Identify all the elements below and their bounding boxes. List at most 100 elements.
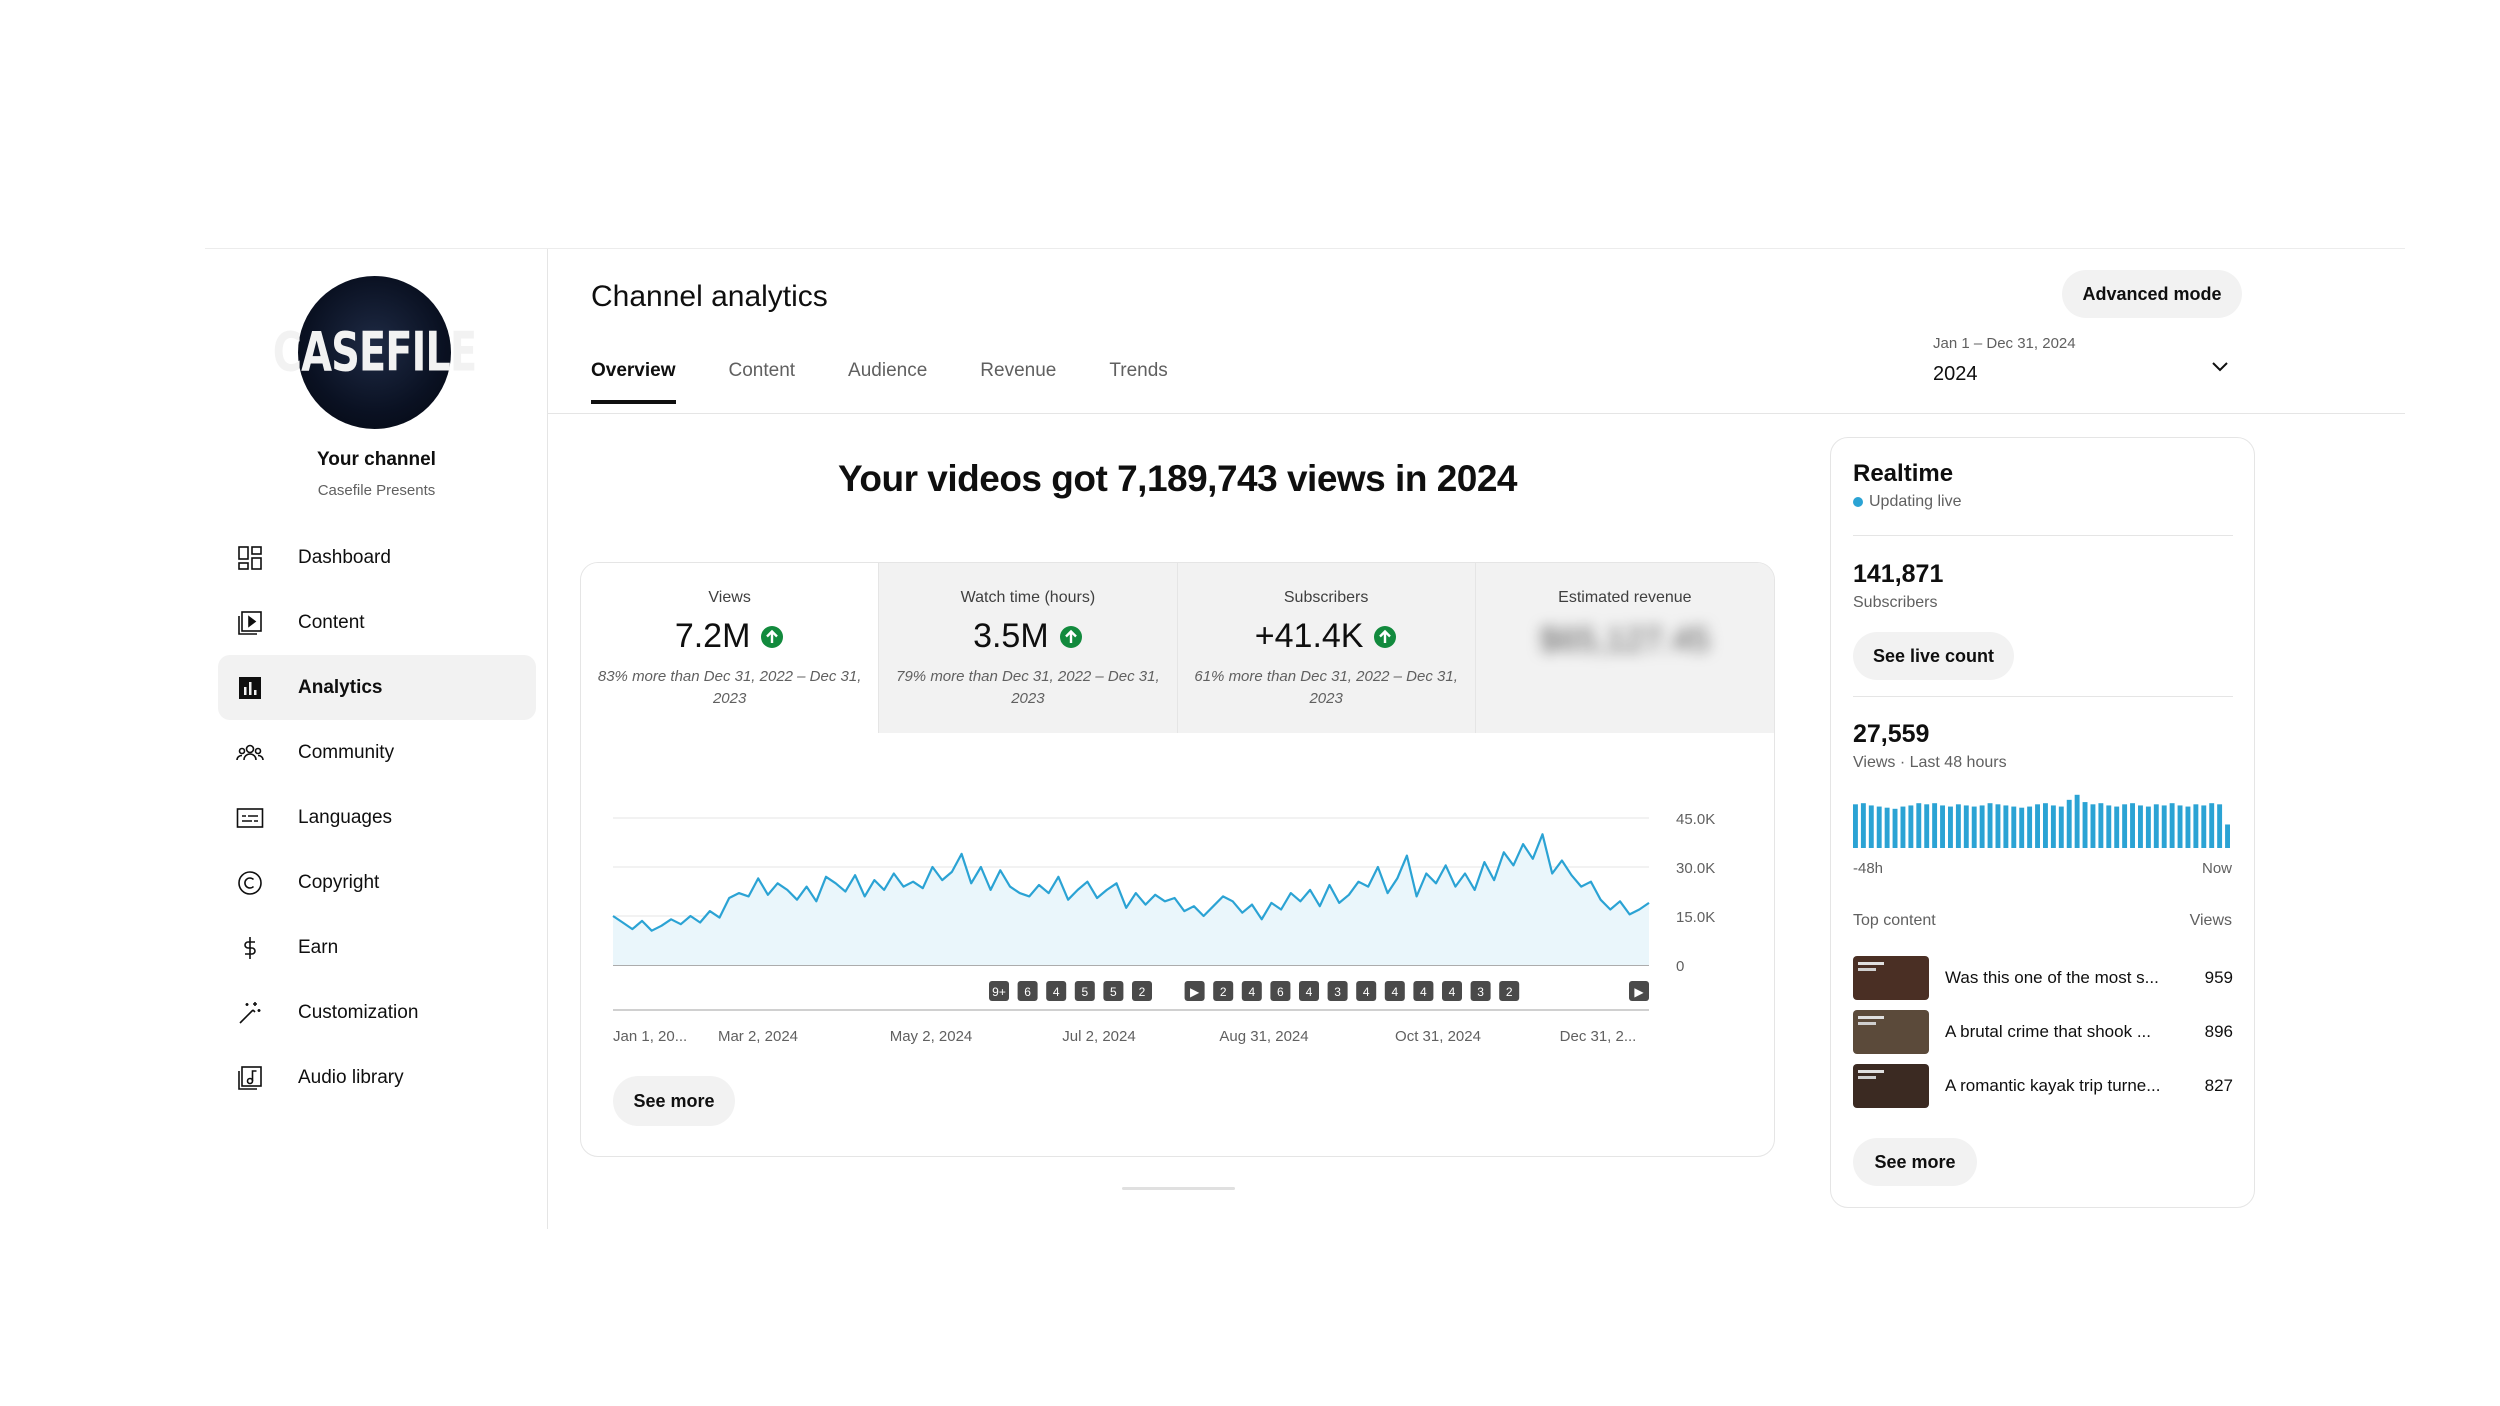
realtime-bar xyxy=(2161,805,2167,848)
x-tick-label: Jul 2, 2024 xyxy=(1062,1028,1135,1045)
video-marker[interactable]: 4 xyxy=(1384,981,1405,1001)
chevron-down-icon[interactable] xyxy=(2205,352,2235,382)
date-range-value[interactable]: 2024 xyxy=(1933,363,1978,385)
top-content-item[interactable]: Was this one of the most s... 959 xyxy=(1853,956,2233,1000)
sidebar-item-dashboard[interactable]: Dashboard xyxy=(218,525,536,590)
arrow-up-icon xyxy=(1059,625,1082,648)
marker-badge xyxy=(989,981,1009,1001)
realtime-axis-end: Now xyxy=(2201,860,2232,877)
y-tick-label: 15.0K xyxy=(1676,909,1715,926)
video-thumbnail xyxy=(1853,1010,1929,1054)
realtime-bar xyxy=(2082,802,2088,848)
realtime-bar xyxy=(2066,799,2072,848)
channel-avatar[interactable]: CASEFILE xyxy=(273,276,477,429)
video-marker[interactable]: 2 xyxy=(1213,981,1234,1001)
sidebar-item-community[interactable]: Community xyxy=(218,720,536,785)
metric-subscribers[interactable]: Subscribers +41.4K 61% more than Dec 31,… xyxy=(1177,563,1476,733)
sidebar-item-copyright[interactable]: Copyright xyxy=(218,850,536,915)
marker-badge xyxy=(1103,981,1124,1001)
realtime-bar xyxy=(2177,805,2183,848)
marker-badge xyxy=(1132,981,1152,1001)
video-marker[interactable]: ▶ xyxy=(1629,981,1649,1001)
marker-label: 4 xyxy=(1306,985,1313,999)
video-marker[interactable]: 3 xyxy=(1470,981,1491,1001)
series-line-views xyxy=(612,833,1650,932)
sidebar-item-label: Community xyxy=(298,741,395,763)
live-status-text: Updating live xyxy=(1869,493,1962,510)
sidebar-item-languages[interactable]: Languages xyxy=(218,785,536,850)
marker-badge xyxy=(1241,981,1262,1001)
x-tick-label: May 2, 2024 xyxy=(890,1028,973,1045)
video-marker[interactable]: 4 xyxy=(1241,981,1262,1001)
metric-watch-time[interactable]: Watch time (hours) 3.5M 79% more than De… xyxy=(879,563,1178,733)
marker-label: 4 xyxy=(1248,985,1255,999)
live-dot-icon xyxy=(1853,497,1863,507)
sidebar-item-audio-library[interactable]: Audio library xyxy=(218,1045,536,1110)
overview-card: Views 7.2M 83% more than Dec 31, 2022 – … xyxy=(580,562,1775,1157)
video-marker[interactable]: 9+ xyxy=(989,981,1009,1001)
tab-revenue[interactable]: Revenue xyxy=(980,360,1057,381)
advanced-mode-button[interactable]: Advanced mode xyxy=(2062,270,2242,318)
realtime-bar xyxy=(1916,803,1922,848)
page-top-border xyxy=(205,248,2405,249)
video-marker[interactable]: 5 xyxy=(1103,981,1124,1001)
metric-estimated-revenue[interactable]: Estimated revenue $65,127.45 xyxy=(1475,563,1774,733)
sidebar-item-content[interactable]: Content xyxy=(218,590,536,655)
video-marker[interactable]: 3 xyxy=(1327,981,1348,1001)
marker-label: ▶ xyxy=(1190,985,1200,999)
realtime-bar xyxy=(2090,804,2096,848)
sidebar-item-analytics[interactable]: Analytics xyxy=(218,655,536,720)
see-live-count-button[interactable]: See live count xyxy=(1853,632,2014,680)
marker-label: 5 xyxy=(1110,985,1117,999)
date-range-label[interactable]: Jan 1 – Dec 31, 2024 xyxy=(1933,335,2076,352)
marker-badge xyxy=(1074,981,1095,1001)
sidebar-item-earn[interactable]: Earn xyxy=(218,915,536,980)
analytics-icon xyxy=(235,673,265,703)
video-marker[interactable]: 4 xyxy=(1046,981,1067,1001)
tab-content[interactable]: Content xyxy=(728,360,796,381)
your-channel-label: Your channel xyxy=(317,449,436,470)
tab-trends[interactable]: Trends xyxy=(1109,360,1168,381)
metric-views[interactable]: Views 7.2M 83% more than Dec 31, 2022 – … xyxy=(581,563,880,733)
scroll-indicator xyxy=(1122,1187,1235,1190)
video-marker[interactable]: 2 xyxy=(1132,981,1152,1001)
see-more-button[interactable]: See more xyxy=(613,1076,735,1126)
video-marker[interactable]: 4 xyxy=(1413,981,1434,1001)
views-headline: Your videos got 7,189,743 views in 2024 xyxy=(837,458,1518,499)
video-marker[interactable]: 2 xyxy=(1499,981,1520,1001)
realtime-bar xyxy=(1948,806,1953,848)
video-marker[interactable]: 4 xyxy=(1299,981,1319,1001)
video-marker[interactable]: 4 xyxy=(1442,981,1462,1001)
views-line-chart[interactable]: 45.0K 30.0K 15.0K 0 9+ 6 4 5 5 2 ▶ 2 4 6 4 3 4 4 4 4 3 2 ▶ Jan … xyxy=(581,733,1775,1073)
video-marker[interactable]: 4 xyxy=(1356,981,1377,1001)
sidebar-item-customization[interactable]: Customization xyxy=(218,980,536,1045)
metric-label: Views xyxy=(708,589,751,606)
video-marker[interactable]: 6 xyxy=(1017,981,1038,1001)
x-tick-label: Aug 31, 2024 xyxy=(1219,1028,1308,1045)
tab-audience[interactable]: Audience xyxy=(848,360,928,381)
marker-badge xyxy=(1629,981,1649,1001)
realtime-bar xyxy=(1932,803,1938,848)
realtime-bar xyxy=(2106,805,2112,848)
realtime-see-more-button[interactable]: See more xyxy=(1853,1138,1977,1186)
video-marker[interactable]: 5 xyxy=(1074,981,1095,1001)
sidebar-item-label: Languages xyxy=(298,806,393,828)
community-icon xyxy=(235,738,265,768)
chart-area-fill xyxy=(613,834,1649,965)
metric-comparison: 61% more than Dec 31, 2022 – Dec 31, 202… xyxy=(1194,668,1458,707)
video-marker[interactable]: 6 xyxy=(1270,981,1291,1001)
top-content-item[interactable]: A romantic kayak trip turne... 827 xyxy=(1853,1064,2233,1108)
video-marker[interactable]: ▶ xyxy=(1184,981,1205,1001)
video-thumbnail xyxy=(1853,956,1929,1000)
channel-name: Casefile Presents xyxy=(317,482,436,499)
top-content-item[interactable]: A brutal crime that shook ... 896 xyxy=(1853,1010,2233,1054)
realtime-bar xyxy=(2074,794,2080,848)
realtime-bar xyxy=(2185,806,2191,848)
x-tick-label: Mar 2, 2024 xyxy=(718,1028,798,1045)
realtime-bar xyxy=(1971,806,1977,848)
tab-overview[interactable]: Overview xyxy=(591,360,676,404)
sidebar-item-label: Content xyxy=(298,611,365,633)
arrow-up-icon xyxy=(1374,625,1397,648)
realtime-views-bar-chart[interactable] xyxy=(1853,792,2233,848)
marker-badge xyxy=(1046,981,1067,1001)
